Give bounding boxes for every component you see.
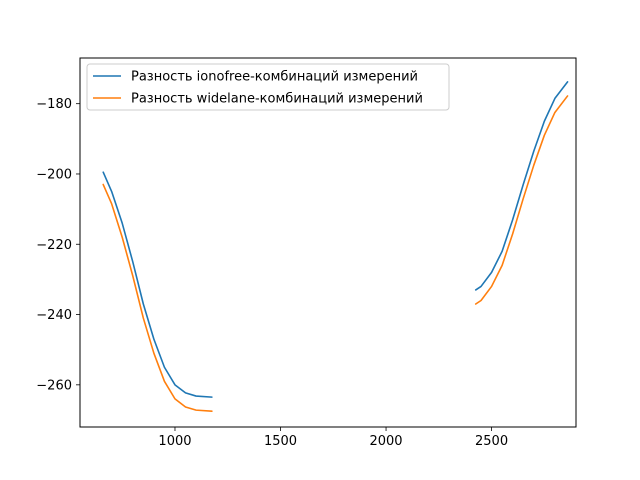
x-tick-label: 1000 [158, 434, 191, 449]
series-line-segment [474, 95, 569, 305]
y-axis: −260 −240 −220 −200 −180 [36, 97, 80, 393]
legend-label: Разность widelane-комбинаций измерений [131, 92, 423, 107]
series-line-segment [474, 81, 569, 291]
y-tick-label: −180 [36, 97, 72, 112]
y-tick-label: −240 [36, 308, 72, 323]
series-2 [102, 95, 569, 412]
plot-frame [79, 57, 577, 428]
series-line-segment [102, 171, 213, 398]
series-line-segment [102, 183, 213, 412]
y-tick-label: −220 [36, 238, 72, 253]
y-tick-label: −200 [36, 167, 72, 182]
series-layer [102, 81, 569, 412]
legend-label: Разность ionofree-комбинаций измерений [131, 70, 418, 85]
legend-box [86, 63, 450, 111]
series-1 [102, 81, 569, 398]
legend: Разность ionofree-комбинаций измерений Ра… [86, 63, 450, 111]
x-tick-label: 2500 [475, 434, 508, 449]
x-axis: 1000 1500 2000 2500 [158, 427, 508, 449]
y-tick-label: −260 [36, 378, 72, 393]
x-tick-label: 1500 [264, 434, 297, 449]
x-tick-label: 2000 [369, 434, 402, 449]
